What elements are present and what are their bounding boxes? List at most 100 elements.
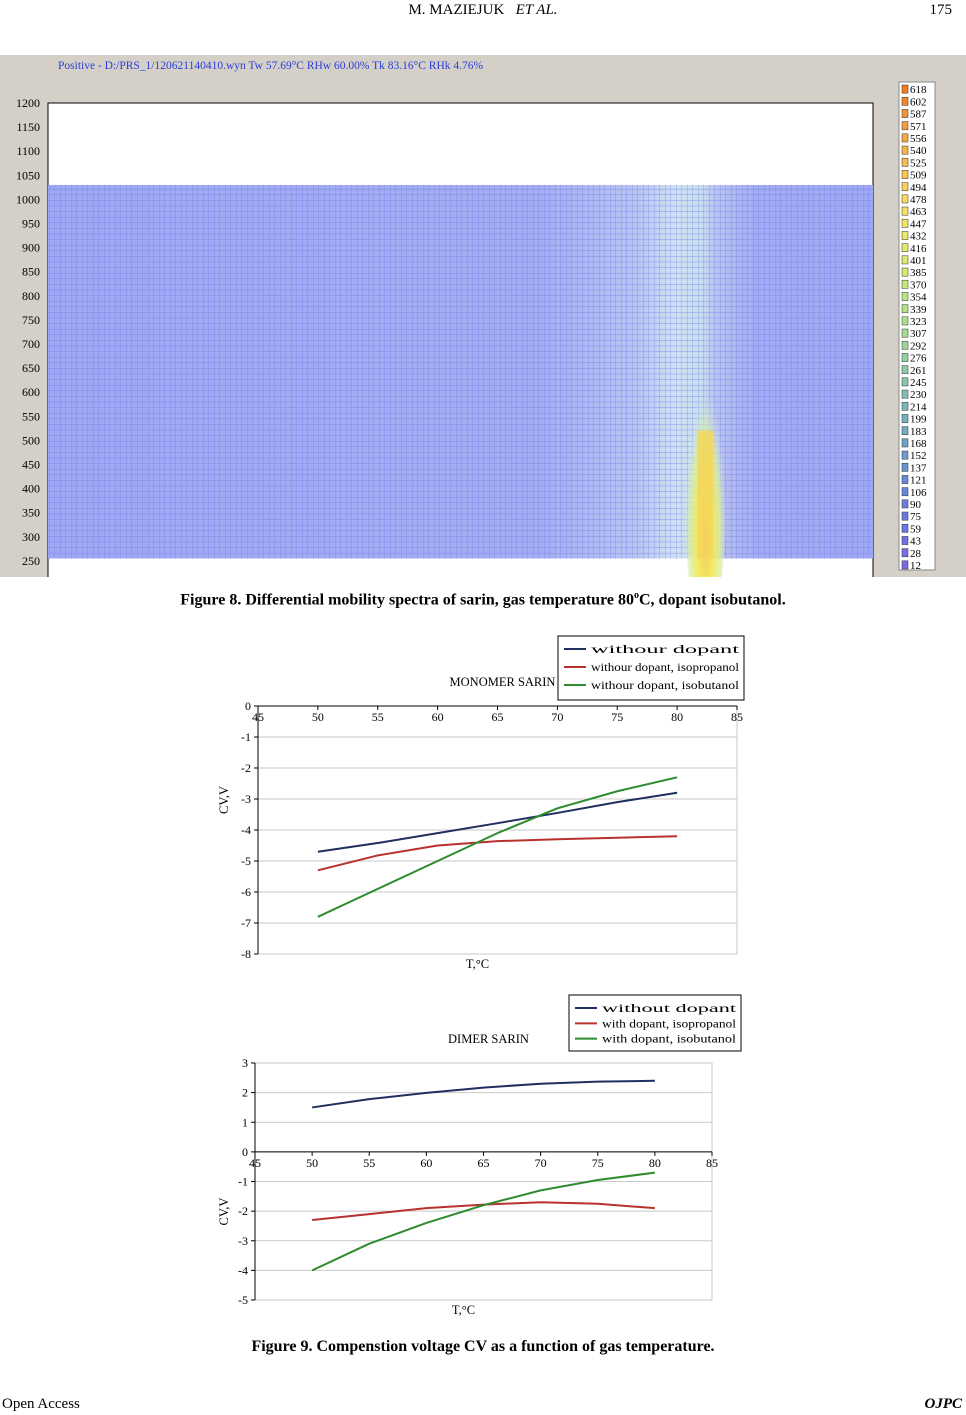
legend-label: 587 (910, 109, 927, 121)
y-tick-label: -7 (241, 916, 251, 930)
y-tick-label: -5 (238, 1293, 248, 1307)
y-tick-label: 750 (22, 313, 40, 327)
legend-swatch (901, 462, 909, 472)
legend-swatch (901, 353, 909, 362)
y-tick-label: 500 (22, 433, 40, 447)
legend-label: 618 (910, 84, 927, 96)
figure8-panel: Positive - D:/PRS_1/120621140410.wyn Tw … (0, 55, 966, 628)
x-axis-label: T,°C (466, 957, 489, 971)
y-tick-label: -2 (241, 761, 251, 775)
x-tick-label: 75 (611, 710, 623, 724)
legend-label: 12 (910, 560, 921, 572)
legend-box (568, 994, 742, 1052)
legend-swatch (901, 84, 909, 94)
y-tick-label: 600 (22, 385, 40, 399)
legend-label: 75 (910, 511, 922, 523)
y-tick-label: 400 (22, 482, 40, 496)
legend-label: 370 (910, 279, 927, 291)
legend-label: 137 (910, 462, 927, 474)
y-tick-label: 350 (22, 506, 40, 520)
chart-title: MONOMER SARIN (450, 675, 556, 689)
heatmap-grid (48, 184, 873, 559)
y-tick-label: 1100 (16, 144, 40, 158)
x-tick-label: 55 (372, 710, 384, 724)
y-tick-label: 2 (242, 1086, 248, 1100)
page-number: 175 (929, 2, 953, 18)
figure8-heatmap: Positive - D:/PRS_1/120621140410.wyn Tw … (16, 60, 936, 628)
x-tick-label: 80 (671, 710, 683, 724)
legend-swatch (901, 511, 909, 521)
legend-swatch (901, 340, 909, 350)
series-line (311, 1171, 656, 1272)
legend-label: 292 (910, 340, 927, 352)
y-axis-label: CV,V (217, 1198, 231, 1226)
y-tick-label: 0 (242, 1145, 248, 1159)
legend-swatch (901, 157, 909, 167)
x-tick-label: 80 (649, 1156, 661, 1170)
figure8-caption: Figure 8. Differential mobility spectra … (180, 590, 786, 609)
y-tick-label: -4 (238, 1263, 248, 1277)
y-tick-label: -4 (241, 823, 251, 837)
y-tick-label: 3 (242, 1056, 248, 1070)
legend-label: 432 (910, 231, 927, 243)
legend-swatch (901, 536, 909, 545)
x-tick-label: 70 (535, 1156, 547, 1170)
legend-swatch (901, 426, 909, 436)
y-tick-label: -6 (241, 885, 251, 899)
series-line (317, 791, 678, 853)
legend-label: 602 (910, 96, 927, 108)
legend-swatch (901, 560, 909, 570)
legend-swatch (901, 414, 909, 423)
legend-swatch (901, 389, 909, 399)
legend-swatch (901, 438, 909, 448)
legend-label: 540 (910, 145, 927, 157)
x-tick-label: 45 (252, 710, 264, 724)
legend-swatch (901, 231, 909, 240)
legend-label: 571 (910, 121, 927, 133)
intensity-legend: 6186025875715565405255094944784634474324… (898, 81, 936, 572)
legend-label: 276 (910, 353, 927, 365)
legend-label: 245 (910, 377, 927, 389)
y-tick-label: 1200 (16, 96, 40, 110)
y-tick-label: -5 (241, 854, 251, 868)
legend-swatch (901, 182, 909, 192)
legend-label: 354 (910, 292, 927, 304)
legend-label: with dopant, isobutanol (602, 1032, 737, 1046)
chart-title: DIMER SARIN (448, 1032, 529, 1046)
y-tick-label: 0 (245, 699, 251, 713)
peak-core (697, 430, 714, 559)
legend-label: with dopant, isopropanol (602, 1016, 737, 1030)
legend-label: 556 (910, 133, 927, 145)
legend-label: withour dopant, isopropanol (591, 660, 740, 674)
legend-swatch (901, 487, 909, 497)
y-axis-ticks: 1200 1150 1100 1050 1000 950 900 850 800 750 700 65… (16, 96, 40, 592)
legend-swatch (901, 133, 909, 143)
legend-swatch (901, 377, 909, 387)
legend-label: 478 (910, 194, 927, 206)
y-tick-label: -1 (241, 730, 251, 744)
legend-swatch (901, 365, 909, 375)
dimer-sarin-chart: 3 2 1 0 -1 -2 -3 -4 -5 45 50 55 60 65 70 75 80 85 DIMER SA… (215, 988, 750, 1323)
legend-label: 121 (910, 475, 927, 487)
y-tick-label: 300 (22, 530, 40, 544)
legend-swatch (901, 96, 909, 106)
y-tick-label: 950 (22, 217, 40, 231)
legend-swatch (901, 194, 909, 204)
legend-swatch (901, 450, 909, 460)
legend-label: 463 (910, 206, 927, 218)
y-tick-label: 450 (22, 458, 40, 472)
legend-label: 416 (910, 243, 927, 255)
legend-swatch (901, 243, 909, 253)
legend-label: 307 (910, 328, 927, 340)
x-tick-label: 55 (363, 1156, 375, 1170)
y-tick-label: 550 (22, 409, 40, 423)
y-tick-label: 700 (22, 337, 40, 351)
x-tick-label: 65 (478, 1156, 490, 1170)
legend-label: 509 (910, 170, 927, 182)
footer-journal: OJPC (924, 1396, 963, 1412)
heatmap-title: Positive - D:/PRS_1/120621140410.wyn Tw … (58, 60, 484, 72)
legend-swatch (901, 401, 909, 411)
x-tick-label: 60 (420, 1156, 432, 1170)
legend-label: 106 (910, 487, 927, 499)
x-axis-label: T,°C (452, 1303, 475, 1317)
